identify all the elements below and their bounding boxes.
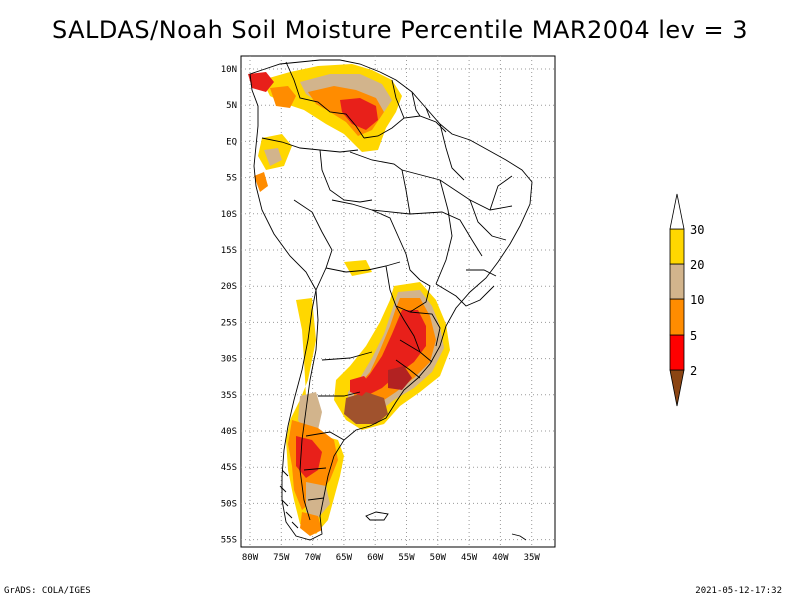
lat-tick-label: 15S bbox=[221, 246, 237, 256]
border-brazil-states-9 bbox=[466, 269, 497, 277]
lat-tick-label: 20S bbox=[221, 282, 237, 292]
patch-north-orange-2 bbox=[270, 86, 296, 108]
border-brazil-states-7 bbox=[349, 151, 411, 215]
patch-north-red bbox=[340, 98, 378, 130]
patch-tierra-orange bbox=[300, 512, 322, 536]
colorbar-label-20: 20 bbox=[690, 258, 704, 272]
lat-tick-label: 5S bbox=[226, 174, 237, 184]
latitude-labels: 10N 5N EQ 5S 10S 15S 20S 25S 30S 35S 40S 45S 50S 55S bbox=[221, 65, 237, 546]
lon-tick-label: 65W bbox=[336, 553, 353, 563]
colorbar-bottom-triangle bbox=[669, 369, 685, 407]
lat-tick-label: 45S bbox=[221, 463, 237, 473]
lon-tick-label: 60W bbox=[367, 553, 384, 563]
lon-tick-label: 40W bbox=[492, 553, 509, 563]
colorbar-label-10: 10 bbox=[690, 293, 704, 307]
border-uruguay bbox=[395, 339, 433, 379]
lat-tick-label: 30S bbox=[221, 355, 237, 365]
patch-mid-yellow bbox=[344, 260, 372, 276]
colorbar-label-5: 5 bbox=[690, 329, 697, 343]
border-brazil-states-8 bbox=[439, 123, 465, 181]
colorbar-label-30: 30 bbox=[690, 223, 704, 237]
border-guianas bbox=[391, 79, 431, 119]
border-brazil-states-5 bbox=[435, 283, 495, 307]
lat-tick-label: 10S bbox=[221, 210, 237, 220]
patch-pacific-orange bbox=[254, 172, 268, 192]
border-peru-brazil bbox=[319, 149, 373, 203]
lat-tick-label: 55S bbox=[221, 536, 237, 546]
border-brazil-states-3 bbox=[435, 179, 453, 285]
border-argentina-brazil bbox=[395, 305, 421, 353]
lon-tick-label: 50W bbox=[430, 553, 447, 563]
border-argentina-provinces bbox=[303, 351, 373, 501]
patch-pampas-dark bbox=[344, 392, 388, 424]
lat-tick-label: EQ bbox=[226, 137, 237, 147]
lon-tick-label: 45W bbox=[461, 553, 478, 563]
colorbar-segment-1 bbox=[669, 334, 685, 371]
border-peru-bolivia bbox=[293, 199, 333, 291]
lat-tick-label: 50S bbox=[221, 499, 237, 509]
border-brazil-states-4 bbox=[469, 175, 513, 241]
lat-tick-label: 10N bbox=[221, 65, 237, 75]
colorbar-label-2: 2 bbox=[690, 364, 697, 378]
border-bolivia-brazil bbox=[331, 199, 421, 281]
lat-tick-label: 5N bbox=[226, 101, 237, 111]
patch-ecuador-tan bbox=[264, 148, 282, 166]
coastline bbox=[249, 59, 533, 541]
colorbar: 2 5 10 20 30 bbox=[669, 193, 704, 407]
lat-tick-label: 40S bbox=[221, 427, 237, 437]
patch-south-darkred bbox=[388, 366, 412, 390]
colorbar-top-triangle bbox=[669, 193, 685, 230]
patch-pampas-red bbox=[350, 376, 372, 396]
colorbar-segment-4 bbox=[669, 228, 685, 265]
border-bolivia-south bbox=[325, 261, 401, 273]
falkland-islands bbox=[365, 511, 389, 521]
lon-tick-label: 55W bbox=[398, 553, 415, 563]
footer-credit: GrADS: COLA/IGES bbox=[4, 586, 91, 596]
patch-south-red bbox=[358, 310, 426, 396]
border-argentina-chile bbox=[299, 289, 319, 521]
patch-patagonia-red bbox=[296, 436, 322, 478]
country-boundaries bbox=[249, 59, 533, 541]
lon-tick-label: 70W bbox=[304, 553, 321, 563]
chile-islands bbox=[279, 469, 299, 529]
map-title: SALDAS/Noah Soil Moisture Percentile MAR… bbox=[51, 16, 749, 44]
border-brazil-states-6 bbox=[409, 311, 441, 347]
lat-tick-label: 25S bbox=[221, 318, 237, 328]
lon-tick-label: 75W bbox=[273, 553, 290, 563]
border-colombia-venezuela bbox=[285, 61, 365, 139]
longitude-labels: 80W 75W 70W 65W 60W 55W 50W 45W 40W 35W bbox=[242, 553, 541, 563]
border-brazil-states-2 bbox=[371, 209, 483, 257]
patch-patagonia-tan bbox=[306, 482, 330, 518]
lon-tick-label: 80W bbox=[242, 553, 259, 563]
lat-tick-label: 35S bbox=[221, 391, 237, 401]
patch-north-red-2 bbox=[248, 72, 274, 92]
footer-timestamp: 2021-05-12-17:32 bbox=[695, 586, 782, 596]
lon-tick-label: 35W bbox=[524, 553, 541, 563]
border-colombia-peru bbox=[261, 137, 359, 153]
colorbar-segment-2 bbox=[669, 298, 685, 336]
south-georgia bbox=[511, 533, 527, 541]
colorbar-segment-3 bbox=[669, 263, 685, 300]
